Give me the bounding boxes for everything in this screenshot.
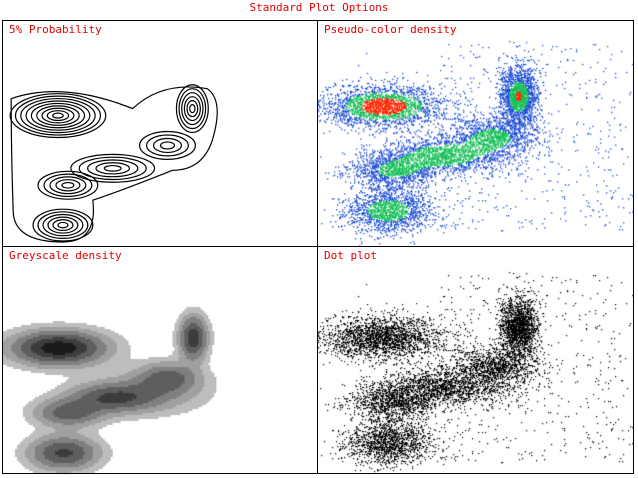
dot-plot xyxy=(318,247,633,473)
contour-line xyxy=(49,176,87,195)
contour-line xyxy=(159,141,176,150)
contour-plot-label: 5% Probability xyxy=(9,23,102,36)
contour-line xyxy=(70,153,156,183)
contour-line xyxy=(30,102,86,129)
contour-line xyxy=(178,88,207,130)
contour-line xyxy=(36,105,80,126)
contour-line xyxy=(57,221,69,229)
contour-line xyxy=(138,130,196,160)
contour-line xyxy=(41,107,75,124)
contour-line xyxy=(152,137,183,154)
contour-line xyxy=(55,179,81,192)
greyscale-plot-panel[interactable]: Greyscale density xyxy=(3,247,318,473)
contour-line xyxy=(87,159,139,178)
contour-line xyxy=(43,173,93,198)
contour-line xyxy=(189,104,196,114)
contour-line xyxy=(37,170,99,200)
contour-line xyxy=(9,93,107,139)
contour-line xyxy=(78,156,147,181)
contour-line xyxy=(145,134,189,157)
contour-line xyxy=(61,181,75,189)
contour-plot-panel[interactable]: 5% Probability xyxy=(3,21,318,247)
contour-line xyxy=(20,97,96,134)
contour-line xyxy=(42,213,84,237)
contour-line xyxy=(183,96,201,122)
contour-line xyxy=(52,112,64,119)
pseudocolor-plot-panel[interactable]: Pseudo-color density xyxy=(318,21,633,247)
greyscale-plot-label: Greyscale density xyxy=(9,249,122,262)
contour-line xyxy=(37,211,89,239)
contour-line xyxy=(47,216,79,234)
contour-line xyxy=(95,162,131,175)
contour-line xyxy=(186,100,199,118)
contour-line xyxy=(10,86,218,243)
plot-grid: 5% Probability Pseudo-color density Grey… xyxy=(2,20,634,474)
dot-plot-label: Dot plot xyxy=(324,249,377,262)
contour-line xyxy=(175,84,209,134)
contour-line xyxy=(25,100,91,131)
window-title: Standard Plot Options xyxy=(249,1,389,14)
pseudocolor-density-plot xyxy=(318,21,633,246)
contour-plot xyxy=(9,84,218,243)
greyscale-density-plot xyxy=(3,247,317,473)
contour-line xyxy=(52,219,74,232)
contour-line xyxy=(103,164,122,172)
pseudocolor-plot-label: Pseudo-color density xyxy=(324,23,457,36)
dot-plot-panel[interactable]: Dot plot xyxy=(318,247,633,473)
contour-line xyxy=(14,95,102,136)
contour-line xyxy=(46,110,70,122)
contour-line xyxy=(32,208,94,242)
contour-line xyxy=(181,92,204,126)
